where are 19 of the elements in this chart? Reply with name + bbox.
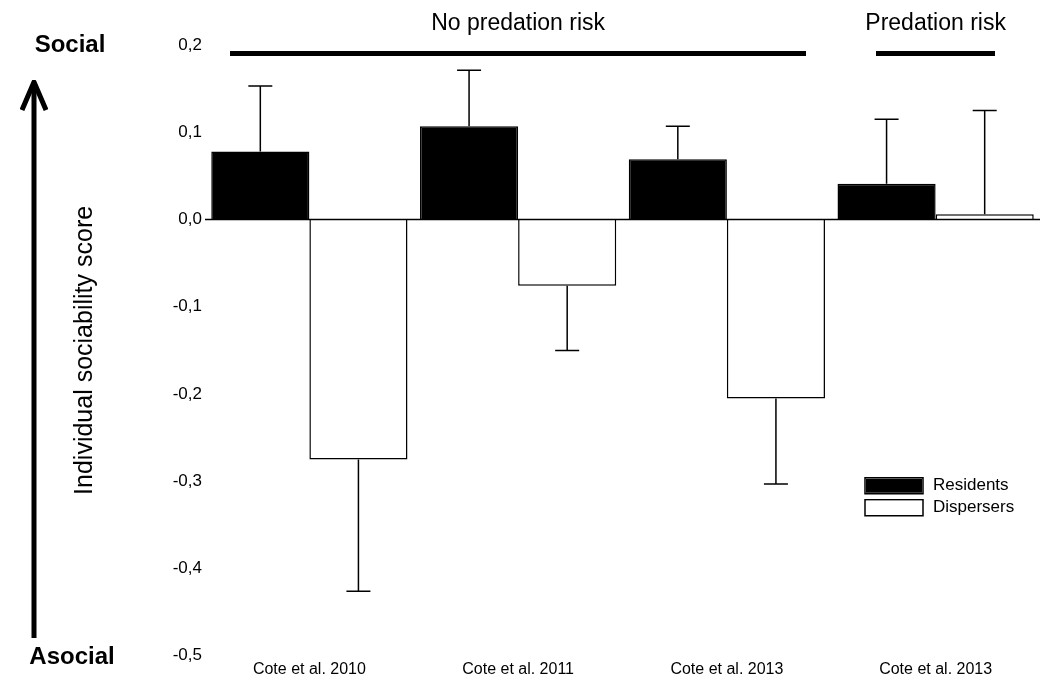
legend-label: Dispersers <box>933 497 1015 517</box>
y-tick-label: -0,3 <box>172 470 202 490</box>
text: Social <box>34 29 106 57</box>
y-tick-label: -0,4 <box>172 558 202 578</box>
y-axis-title: Individual sociability score <box>68 205 97 495</box>
text: No predation risk <box>431 9 606 36</box>
x-tick-label: Cote et al. 2010 <box>252 659 366 677</box>
y-tick-label: -0,1 <box>172 296 202 316</box>
x-tick-label: Cote et al. 2013 <box>670 659 784 677</box>
text: Asocial <box>29 642 115 670</box>
x-tick-label: Cote et al. 2013 <box>879 659 993 677</box>
y-tick-label: 0,2 <box>178 34 202 54</box>
x-tick-label: Cote et al. 2011 <box>462 659 575 677</box>
y-tick-label: 0,1 <box>178 121 202 141</box>
text: Predation risk <box>865 9 1007 36</box>
legend-label: Residents <box>933 475 1009 495</box>
y-tick-label: -0,5 <box>172 645 202 665</box>
y-tick-label: 0,0 <box>178 209 202 229</box>
y-tick-label: -0,2 <box>172 383 202 403</box>
